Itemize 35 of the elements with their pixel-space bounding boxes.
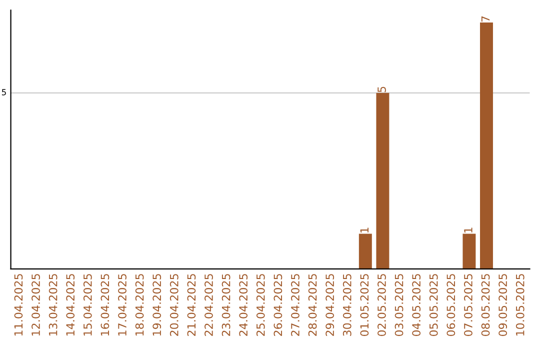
x-tick-label: 02.05.2025 [378,274,386,336]
x-tick-label: 29.04.2025 [326,274,334,336]
x-tick-label: 05.05.2025 [429,274,438,336]
x-tick-label: 09.05.2025 [498,274,508,336]
x-tick-label: 16.04.2025 [100,274,110,336]
x-tick-label: 17.04.2025 [118,274,126,336]
x-tick-label: 18.04.2025 [135,274,144,336]
x-tick-label: 11.04.2025 [14,274,23,336]
x-tick-label: 01.05.2025 [360,274,369,336]
x-tick-label: 14.04.2025 [66,274,75,336]
x-tick-label: 06.05.2025 [446,274,456,336]
data-label: 1 [360,228,368,233]
x-tick-label: 03.05.2025 [394,274,404,336]
x-tick-label: 13.04.2025 [48,274,58,336]
data-label: 1 [464,228,472,233]
x-tick-label: 22.04.2025 [204,274,213,336]
ref-line-label: 5 [2,89,6,96]
x-tick-label: 04.05.2025 [412,274,421,336]
x-tick-label: 26.04.2025 [274,274,282,336]
x-tick-label: 24.04.2025 [239,274,248,336]
x-tick-label: 28.04.2025 [308,274,317,336]
data-label: 7 [481,16,490,22]
x-tick-label: 15.04.2025 [83,274,92,336]
x-tick-label: 07.05.2025 [464,274,472,336]
x-tick-label: 12.04.2025 [32,274,40,336]
x-tick-label: 25.04.2025 [256,274,265,336]
x-tick-label: 27.04.2025 [291,274,300,336]
x-tick-label: 08.05.2025 [481,274,490,336]
x-tick-label: 21.04.2025 [187,274,196,336]
x-tick-label: 30.04.2025 [342,274,352,336]
x-tick-label: 20.04.2025 [170,274,178,336]
x-tick-label: 10.05.2025 [516,274,524,336]
x-tick-label: 19.04.2025 [152,274,162,336]
x-tick-label: 23.04.2025 [222,274,230,336]
data-label: 5 [378,86,386,92]
